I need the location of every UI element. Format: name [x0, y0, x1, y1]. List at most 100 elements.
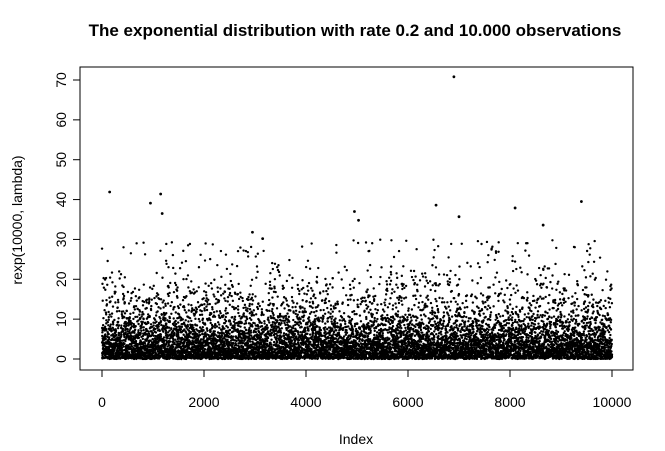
data-point [134, 315, 137, 319]
data-point [231, 341, 235, 345]
data-point [144, 339, 148, 343]
data-point [117, 333, 121, 337]
data-point [312, 311, 316, 314]
data-point [224, 309, 227, 312]
data-point [233, 325, 236, 329]
data-point [102, 276, 105, 280]
data-point [133, 287, 137, 290]
data-point [348, 316, 351, 319]
data-point [200, 338, 203, 341]
data-point [216, 263, 219, 267]
data-point [312, 293, 316, 296]
data-point [249, 337, 252, 341]
data-point [174, 338, 177, 341]
data-point [205, 297, 208, 300]
data-point [337, 271, 340, 274]
data-point [254, 295, 257, 298]
data-point [173, 281, 177, 285]
data-point [185, 295, 188, 298]
data-point [252, 309, 256, 312]
data-point [167, 294, 170, 298]
data-point [101, 334, 104, 338]
data-point [319, 308, 322, 312]
data-point [155, 295, 158, 298]
data-point [104, 313, 108, 316]
data-point [297, 324, 301, 327]
data-point [344, 322, 347, 326]
data-point [240, 321, 243, 324]
data-point [264, 282, 267, 286]
data-point [268, 321, 271, 324]
y-tick-label: 10 [53, 311, 69, 327]
data-point [178, 267, 182, 270]
data-point [231, 263, 234, 266]
data-point [233, 315, 237, 319]
data-point [352, 286, 355, 289]
data-point [327, 299, 331, 303]
data-point [332, 333, 335, 336]
data-point [172, 308, 175, 311]
data-point [351, 332, 355, 336]
data-point [121, 292, 125, 296]
data-point [351, 328, 355, 331]
data-point [248, 354, 251, 358]
data-point [329, 348, 332, 351]
data-point [223, 321, 227, 325]
data-point [144, 345, 147, 348]
data-point [256, 307, 260, 311]
data-point [104, 333, 107, 336]
data-point [276, 319, 279, 322]
data-point [162, 330, 165, 333]
data-point [236, 305, 240, 308]
data-point [114, 290, 117, 294]
data-point [213, 315, 217, 318]
data-point [331, 310, 334, 313]
data-point [251, 311, 254, 315]
data-point [201, 326, 204, 329]
data-point [164, 329, 168, 332]
data-point [209, 330, 212, 333]
data-point [219, 287, 222, 290]
data-point [248, 302, 251, 306]
data-point [141, 337, 144, 341]
data-point [346, 303, 350, 307]
data-point [352, 239, 355, 242]
data-point [163, 339, 166, 342]
data-point [229, 322, 232, 325]
data-point [273, 287, 276, 290]
x-tick-label: 6000 [392, 394, 423, 410]
data-point [352, 310, 356, 313]
data-point [338, 319, 342, 322]
data-point [106, 259, 109, 263]
data-point [256, 324, 260, 328]
data-point [114, 285, 117, 288]
data-point [109, 323, 113, 326]
data-point [152, 284, 155, 288]
data-point [177, 306, 181, 310]
data-point [129, 319, 132, 323]
data-point [254, 330, 258, 334]
data-point [162, 306, 165, 309]
data-point [288, 274, 291, 277]
data-point [215, 325, 219, 328]
data-point [246, 307, 249, 310]
data-point [213, 332, 216, 336]
data-point [324, 301, 327, 304]
data-point [219, 294, 223, 297]
data-point [163, 319, 167, 322]
data-point [299, 330, 302, 334]
data-point [169, 281, 172, 285]
data-point [216, 290, 220, 294]
data-point [103, 325, 107, 328]
data-point [159, 298, 163, 301]
data-point [222, 292, 225, 295]
data-point [187, 309, 191, 312]
data-point [241, 299, 245, 303]
data-point [137, 288, 141, 291]
data-point [296, 313, 299, 316]
data-point [120, 333, 123, 336]
data-point [121, 327, 125, 331]
data-point [299, 317, 302, 321]
data-point [195, 324, 199, 327]
